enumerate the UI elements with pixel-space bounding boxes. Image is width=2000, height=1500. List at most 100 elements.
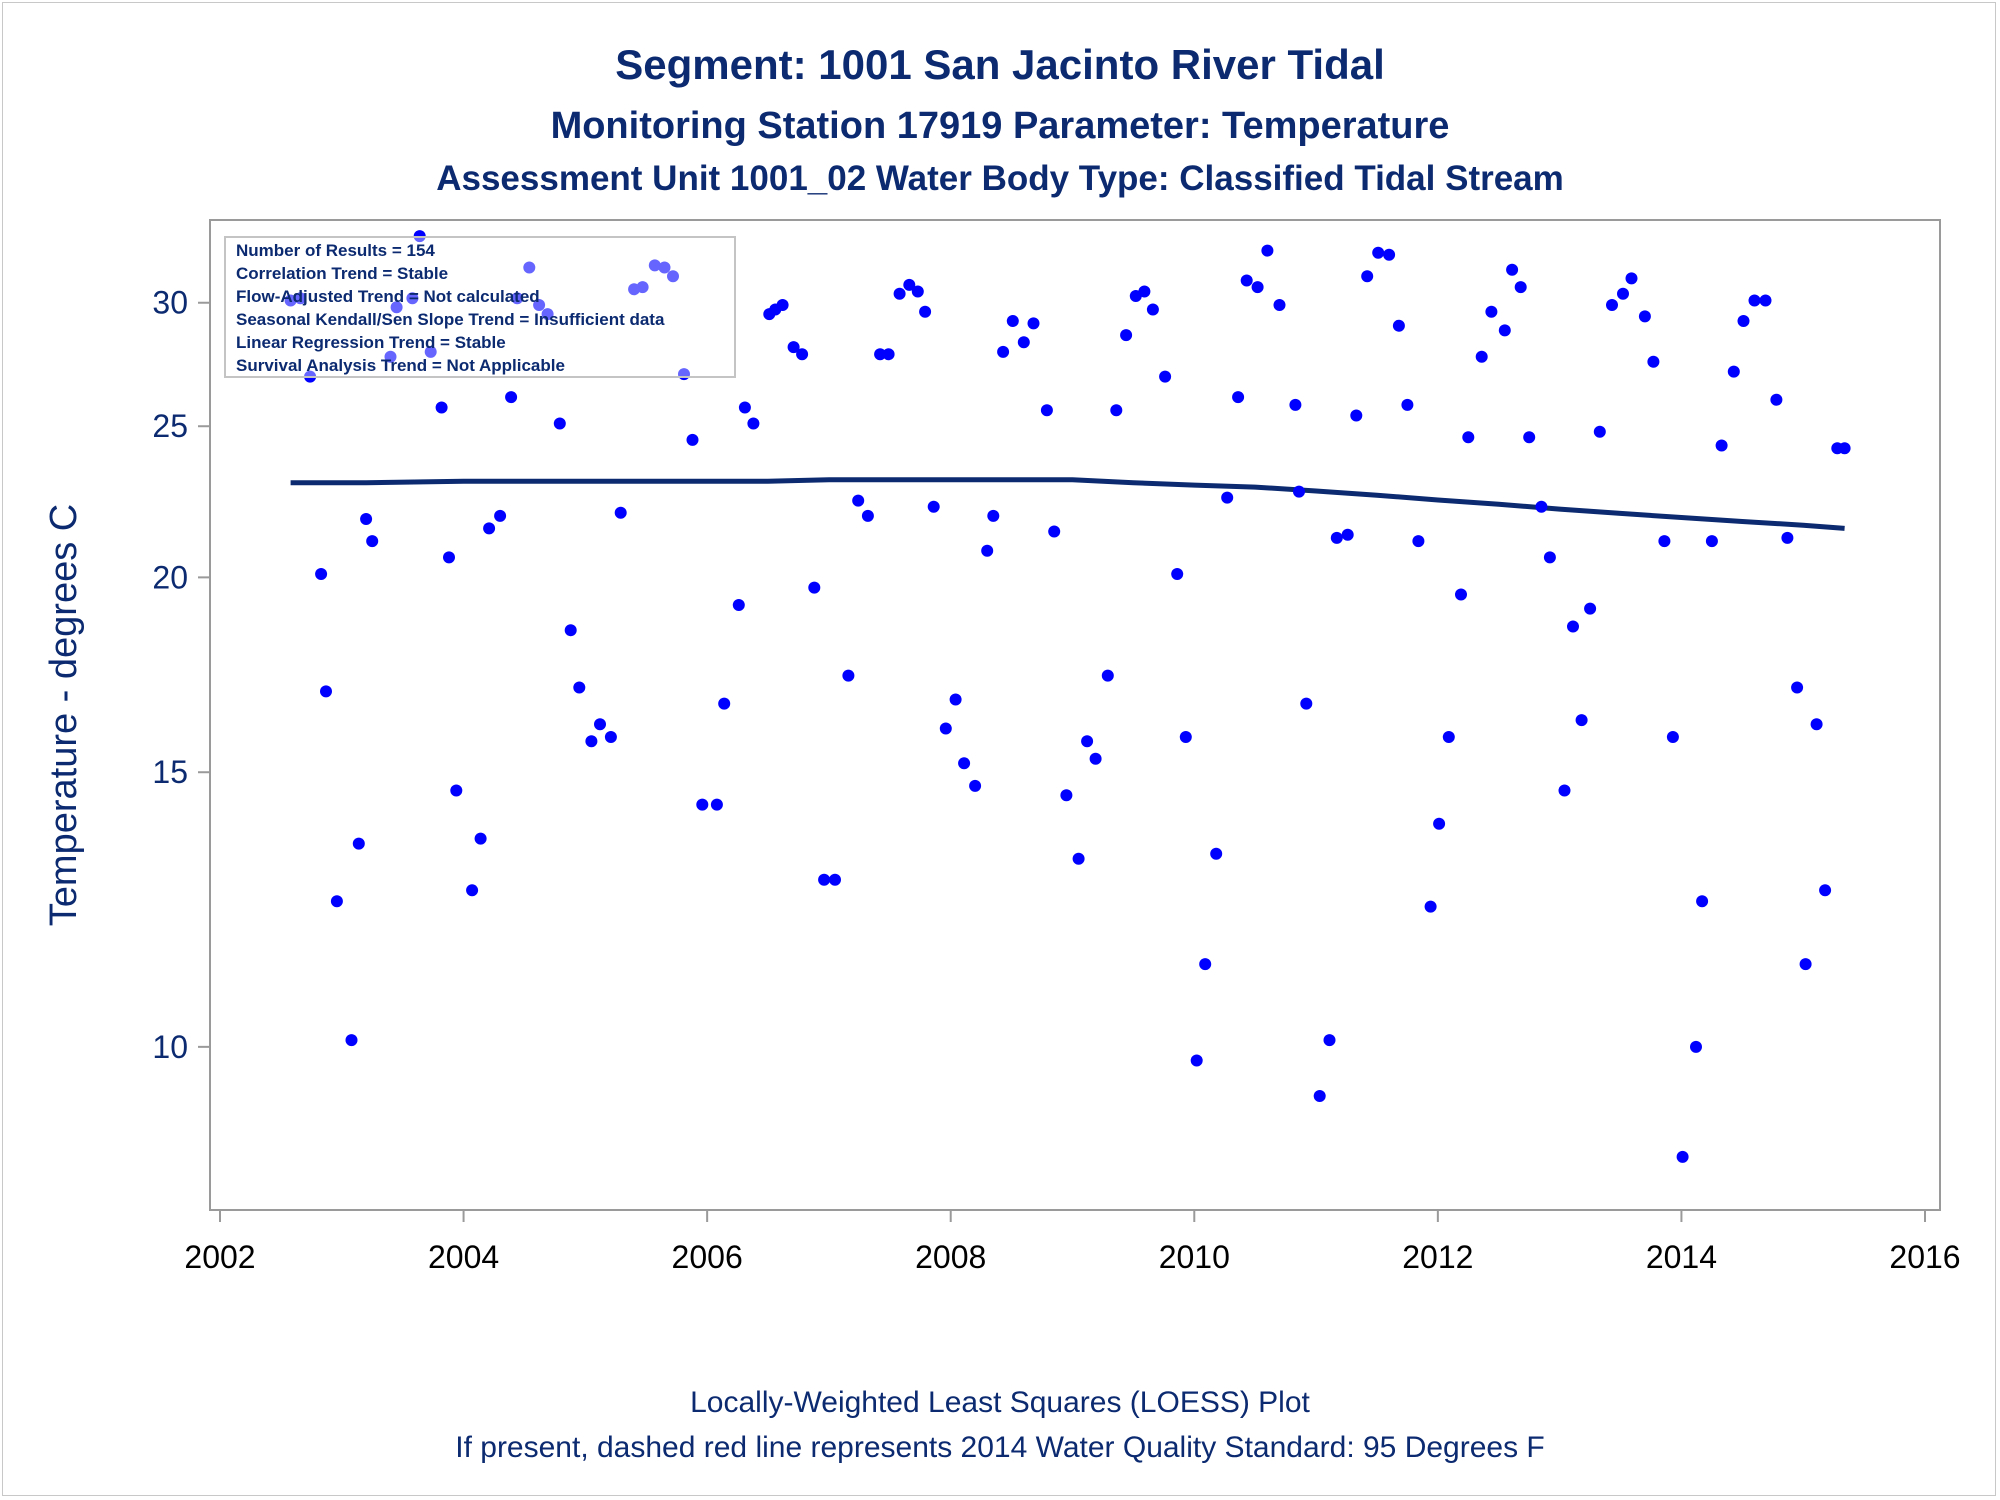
data-point bbox=[1506, 263, 1519, 276]
data-point bbox=[1819, 884, 1832, 897]
data-point bbox=[1810, 718, 1823, 731]
data-point bbox=[1171, 568, 1184, 580]
y-tick-label: 25 bbox=[152, 408, 188, 444]
data-point bbox=[1584, 602, 1597, 615]
data-point bbox=[949, 693, 962, 706]
data-point bbox=[648, 259, 661, 272]
data-point bbox=[1617, 287, 1629, 300]
data-point bbox=[1048, 525, 1061, 538]
data-point bbox=[1383, 248, 1396, 261]
data-point bbox=[1232, 391, 1245, 404]
inset-line-correlation: Correlation Trend = Stable bbox=[236, 264, 448, 283]
data-point bbox=[1240, 274, 1253, 287]
x-tick-label: 2006 bbox=[672, 1239, 743, 1275]
data-point bbox=[1715, 439, 1728, 452]
data-point bbox=[710, 798, 723, 811]
data-point bbox=[911, 285, 924, 298]
data-point bbox=[1221, 491, 1234, 504]
data-point bbox=[919, 305, 932, 318]
data-point bbox=[1705, 535, 1718, 548]
data-point bbox=[1401, 398, 1414, 411]
inset-line-linear-regression: Linear Regression Trend = Stable bbox=[236, 333, 506, 352]
data-point bbox=[738, 401, 751, 414]
data-point bbox=[1737, 315, 1750, 327]
data-point bbox=[1159, 370, 1172, 383]
chart-title: Segment: 1001 San Jacinto River Tidal bbox=[615, 41, 1385, 88]
data-point bbox=[852, 494, 865, 507]
data-point bbox=[1606, 299, 1618, 311]
data-point bbox=[315, 568, 328, 580]
y-axis: 10 15 20 25 30 bbox=[152, 285, 210, 1065]
x-tick-label: 2004 bbox=[428, 1239, 499, 1275]
y-tick-label: 10 bbox=[152, 1029, 188, 1065]
inset-legend-box bbox=[224, 236, 736, 378]
data-point bbox=[523, 261, 536, 274]
data-point bbox=[1781, 531, 1794, 544]
inset-line-seasonal-kendall: Seasonal Kendall/Sen Slope Trend = Insuf… bbox=[236, 310, 665, 329]
inset-line-flow-adjusted: Flow-Adjusted Trend = Not calculated bbox=[236, 287, 540, 306]
x-tick-label: 2002 bbox=[184, 1239, 255, 1275]
data-point bbox=[927, 500, 940, 513]
data-point bbox=[987, 509, 1000, 522]
data-point bbox=[443, 551, 455, 564]
data-point bbox=[505, 391, 518, 404]
data-point bbox=[1313, 1090, 1326, 1102]
footnote-loess: Locally-Weighted Least Squares (LOESS) P… bbox=[690, 1386, 1310, 1419]
data-point bbox=[1485, 305, 1498, 318]
data-point bbox=[1567, 620, 1579, 633]
y-tick-label: 20 bbox=[152, 559, 188, 595]
data-point bbox=[686, 433, 699, 446]
data-point bbox=[1727, 365, 1740, 378]
data-point bbox=[1543, 551, 1556, 564]
data-point bbox=[1514, 281, 1527, 294]
data-point bbox=[1696, 895, 1709, 908]
data-point bbox=[1273, 299, 1286, 311]
data-point bbox=[636, 281, 649, 294]
x-tick-label: 2008 bbox=[915, 1239, 986, 1275]
data-point bbox=[494, 509, 507, 522]
data-point bbox=[384, 350, 397, 363]
data-point bbox=[1690, 1040, 1702, 1053]
data-point bbox=[553, 417, 566, 430]
data-point bbox=[1120, 329, 1133, 342]
chart-subtitle-2: Assessment Unit 1001_02 Water Body Type:… bbox=[436, 159, 1564, 198]
data-point bbox=[1210, 847, 1223, 860]
data-point bbox=[366, 535, 379, 548]
data-point bbox=[969, 779, 982, 792]
data-point bbox=[747, 417, 760, 430]
data-point bbox=[1424, 900, 1437, 913]
data-point bbox=[939, 722, 952, 735]
data-point bbox=[1006, 315, 1019, 327]
data-point bbox=[1759, 294, 1772, 307]
x-tick-label: 2014 bbox=[1646, 1239, 1717, 1275]
data-point bbox=[1146, 303, 1159, 316]
data-point bbox=[1060, 789, 1073, 802]
inset-line-results: Number of Results = 154 bbox=[236, 241, 435, 260]
data-point bbox=[1300, 697, 1313, 710]
data-point bbox=[1455, 588, 1467, 601]
data-point bbox=[1361, 270, 1374, 283]
data-point bbox=[1535, 500, 1548, 513]
data-point bbox=[1638, 310, 1651, 323]
data-point bbox=[406, 292, 419, 305]
data-point bbox=[796, 348, 809, 361]
data-point bbox=[1341, 528, 1354, 541]
data-point bbox=[958, 757, 971, 770]
plot-frame bbox=[209, 219, 1941, 1211]
data-point bbox=[808, 581, 821, 594]
loess-curve bbox=[290, 477, 1845, 531]
data-point bbox=[585, 735, 598, 748]
data-point bbox=[1017, 336, 1030, 349]
data-point bbox=[874, 348, 887, 361]
data-point bbox=[1770, 393, 1783, 406]
data-point bbox=[1791, 681, 1804, 694]
data-point bbox=[1498, 324, 1511, 337]
data-point bbox=[466, 884, 479, 897]
data-point bbox=[424, 345, 437, 358]
y-tick-label: 15 bbox=[152, 754, 188, 790]
data-point bbox=[604, 731, 617, 743]
data-point bbox=[352, 837, 365, 850]
plot-area bbox=[209, 219, 1941, 1211]
